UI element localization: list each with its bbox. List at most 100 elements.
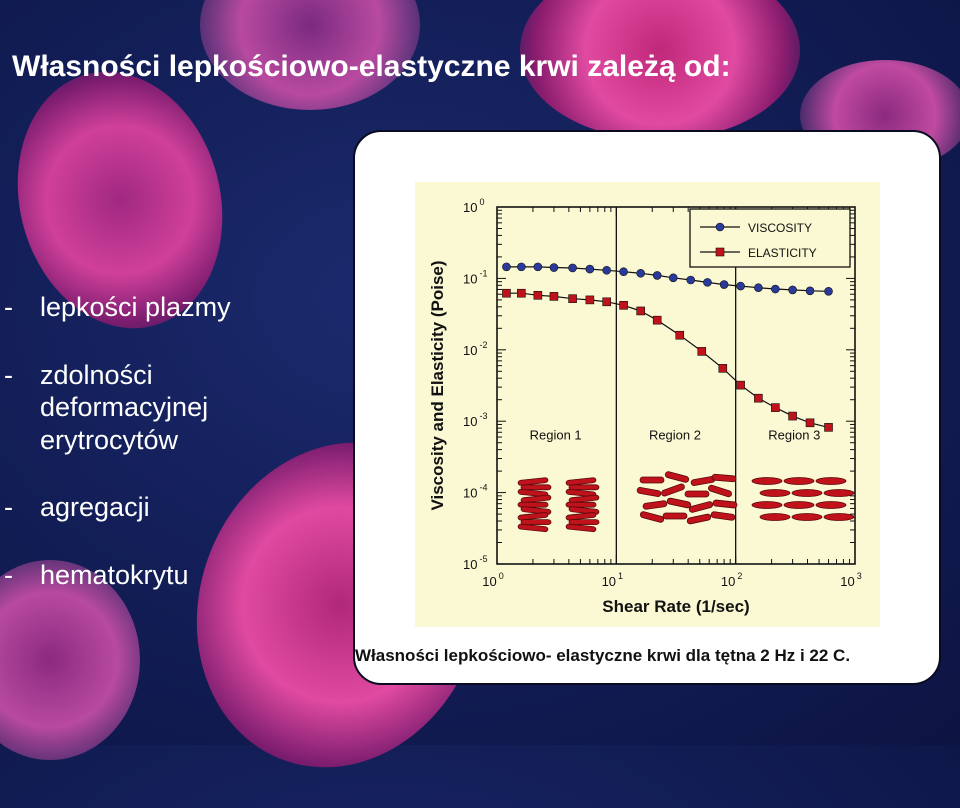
region-label: Region 2 — [649, 428, 701, 443]
data-point-elasticity — [517, 288, 526, 298]
rbc-illustration — [639, 511, 665, 523]
data-point-elasticity — [568, 294, 577, 303]
data-point-viscosity — [636, 268, 645, 278]
data-point-elasticity — [636, 306, 645, 316]
rbc-illustration — [686, 513, 712, 525]
data-point-elasticity — [652, 315, 662, 325]
rbc-illustration — [517, 523, 549, 533]
rbc-illustration — [520, 519, 552, 526]
data-point-elasticity — [718, 364, 728, 373]
data-point-viscosity — [771, 284, 780, 294]
rbc-illustration — [520, 484, 552, 491]
data-point-viscosity — [824, 286, 833, 296]
data-point-viscosity — [568, 263, 577, 273]
data-point-elasticity — [533, 290, 543, 300]
rbc-illustration — [642, 500, 668, 510]
data-point-elasticity — [585, 295, 595, 305]
data-point-elasticity — [788, 411, 797, 421]
rbc-illustration — [568, 519, 600, 526]
rbc-illustration — [815, 501, 847, 509]
data-point-elasticity — [824, 423, 833, 432]
data-point-viscosity — [619, 267, 628, 277]
rbc-illustration — [565, 501, 597, 508]
rbc-illustration — [688, 501, 714, 513]
rbc-illustration — [662, 512, 688, 520]
data-point-elasticity — [502, 288, 511, 298]
bullet-item: - zdolności deformacyjnej erytrocytów — [4, 360, 208, 457]
bullet-text: lepkości plazmy — [40, 292, 231, 322]
data-point-elasticity — [805, 418, 815, 428]
legend-label: VISCOSITY — [748, 221, 812, 235]
rbc-illustration — [708, 484, 732, 498]
region-label: Region 3 — [768, 428, 820, 443]
y-tick-label: 10 -4 — [463, 483, 487, 501]
rbc-illustration — [517, 477, 549, 486]
rbc-illustration — [661, 483, 685, 497]
bullet-text: deformacyjnej — [40, 392, 209, 422]
region-label: Region 1 — [530, 428, 582, 443]
data-point-elasticity — [754, 393, 763, 403]
data-point-viscosity — [805, 286, 815, 296]
rbc-illustration — [783, 501, 815, 509]
data-point-elasticity — [602, 297, 611, 307]
legend-marker — [715, 222, 725, 232]
rbc-illustration — [664, 471, 690, 483]
y-tick-label: 10 0 — [463, 197, 484, 215]
rbc-illustration — [711, 473, 737, 483]
rbc-illustration — [568, 484, 600, 491]
data-point-elasticity — [736, 380, 745, 390]
viscosity-elasticity-chart: 10 0 10 1 10 2 10 3 10 -5 10 -4 10 -3 10 -2 10 -1 10 0 Shear… — [428, 197, 862, 616]
red-blood-cell-decoration — [0, 560, 140, 760]
rbc-illustration — [517, 488, 549, 498]
data-point-elasticity — [619, 301, 628, 310]
bullet-text: zdolności — [40, 360, 153, 390]
data-point-viscosity — [788, 285, 797, 295]
data-point-viscosity — [754, 283, 763, 293]
legend-label: ELASTICITY — [748, 246, 817, 260]
rbc-illustration — [684, 490, 710, 498]
data-point-viscosity — [502, 262, 511, 272]
bullet-dash: - — [4, 492, 13, 522]
rbc-illustration — [517, 512, 549, 521]
rbc-illustration — [565, 488, 597, 498]
bullet-dash: - — [4, 360, 13, 390]
data-point-viscosity — [719, 280, 729, 289]
bullet-item: - lepkości plazmy — [4, 292, 231, 323]
bullet-dash: - — [4, 292, 13, 322]
rbc-illustration — [636, 487, 662, 497]
y-axis-label: Viscosity and Elasticity (Poise) — [428, 260, 447, 510]
data-point-viscosity — [686, 275, 696, 285]
data-point-elasticity — [771, 403, 780, 412]
chart-area: 10 0 10 1 10 2 10 3 10 -5 10 -4 10 -3 10 -2 10 -1 10 0 Shear… — [415, 182, 880, 627]
red-blood-cell-decoration — [520, 0, 800, 140]
rbc-illustration — [823, 513, 855, 521]
rbc-illustration — [517, 501, 549, 508]
plot-frame — [496, 206, 856, 565]
rbc-illustration — [783, 477, 815, 485]
legend-marker — [715, 247, 725, 257]
x-tick-label: 10 1 — [602, 571, 623, 589]
data-point-viscosity — [549, 263, 559, 272]
bullet-text: erytrocytów — [40, 425, 179, 455]
rbc-illustration — [568, 494, 600, 504]
rbc-illustration — [815, 477, 847, 485]
y-tick-label: 10 -5 — [463, 554, 487, 572]
bullet-item: - agregacji — [4, 492, 150, 523]
rbc-illustration — [823, 489, 855, 497]
x-tick-label: 10 0 — [482, 571, 503, 589]
bullet-text: agregacji — [40, 492, 150, 522]
data-point-viscosity — [533, 262, 543, 272]
data-point-viscosity — [652, 271, 662, 280]
data-point-elasticity — [549, 292, 559, 301]
y-tick-label: 10 -3 — [463, 411, 487, 429]
data-point-viscosity — [517, 262, 526, 272]
bullet-item: - hematokrytu — [4, 560, 189, 591]
y-tick-label: 10 -1 — [463, 268, 487, 286]
rbc-illustration — [565, 523, 597, 533]
x-axis-label: Shear Rate (1/sec) — [602, 597, 749, 616]
y-tick-label: 10 -2 — [463, 340, 487, 358]
bullet-text: hematokrytu — [40, 560, 189, 590]
rbc-illustration — [639, 476, 665, 484]
rbc-illustration — [565, 512, 597, 521]
data-point-viscosity — [703, 278, 712, 287]
